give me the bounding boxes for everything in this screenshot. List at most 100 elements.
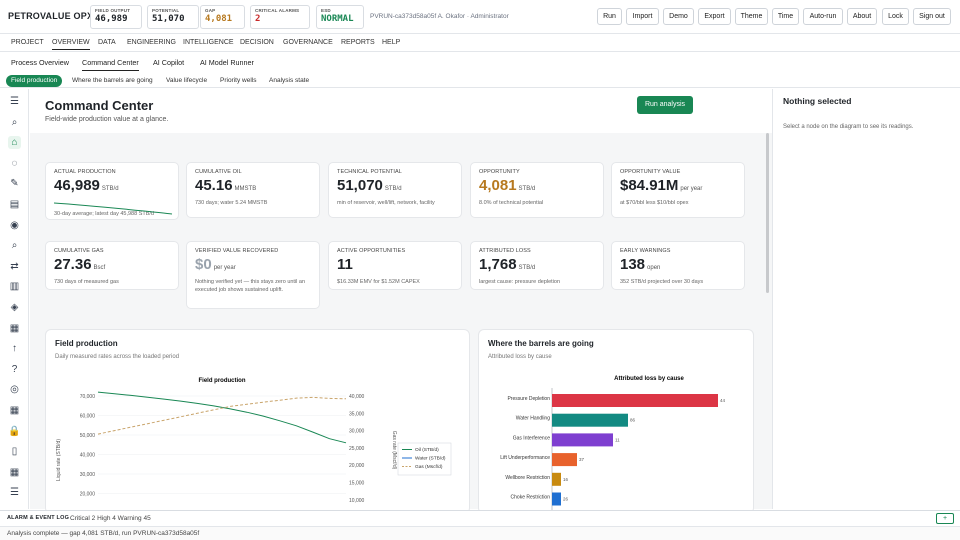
legend-label: Gas (Mscf/d): [415, 464, 443, 470]
card-label: ACTUAL PRODUCTION: [54, 169, 116, 175]
bar-lift-underperformance: [552, 453, 577, 467]
tab-command-center[interactable]: Command Center: [82, 58, 139, 71]
card-unit: open: [647, 265, 661, 271]
card-verified-value-recovered[interactable]: VERIFIED VALUE RECOVERED $0 per year Nothin…: [186, 241, 320, 309]
card-value: 138 open: [620, 256, 661, 273]
y-axis-label: Liquid rate (STB/d): [56, 439, 62, 481]
tab-ai-copilot[interactable]: AI Copilot: [153, 58, 185, 67]
card-value: 27.36 Bscf: [54, 256, 106, 273]
kpi-critical-alarms: CRITICAL ALARMS 2: [250, 5, 310, 29]
card-value: 11: [337, 256, 353, 273]
time-button[interactable]: Time: [772, 8, 799, 25]
export-button[interactable]: Export: [698, 8, 731, 25]
card-actual-production[interactable]: ACTUAL PRODUCTION 46,989 STB/d 30-day avera…: [45, 162, 179, 220]
nav-engineering[interactable]: ENGINEERING: [127, 39, 177, 46]
theme-button[interactable]: Theme: [735, 8, 768, 25]
card-unit: STB/d: [384, 186, 402, 192]
sign-out-button[interactable]: Sign out: [913, 8, 951, 25]
card-cumulative-oil[interactable]: CUMULATIVE OIL 45.16 MMSTB 730 days; water …: [186, 162, 320, 218]
demo-button[interactable]: Demo: [663, 8, 694, 25]
nav-overview[interactable]: OVERVIEW: [52, 39, 90, 50]
scrollbar[interactable]: [766, 133, 769, 293]
arrow-up-icon[interactable]: ↑: [12, 343, 17, 355]
document-icon[interactable]: ▤: [9, 199, 20, 210]
page-title: Command Center: [45, 98, 154, 113]
run-button[interactable]: Run: [597, 8, 622, 25]
import-button[interactable]: Import: [626, 8, 659, 25]
card-value: 51,070 STB/d: [337, 177, 402, 194]
card-label: VERIFIED VALUE RECOVERED: [195, 248, 279, 254]
help-icon[interactable]: ?: [11, 363, 18, 375]
app-brand: PETROVALUE OPX: [8, 11, 94, 21]
grid-icon[interactable]: ▦: [9, 466, 20, 478]
notes-icon[interactable]: ▥: [9, 281, 20, 293]
card-opportunity[interactable]: OPPORTUNITY 4,081 STB/d 8.0% of technical p…: [470, 162, 604, 218]
nav-governance[interactable]: GOVERNANCE: [283, 39, 333, 46]
home-icon[interactable]: ⌂: [8, 136, 21, 150]
view-analysis-state[interactable]: Analysis state: [269, 77, 310, 84]
nav-intelligence[interactable]: INTELLIGENCE: [183, 39, 234, 46]
alarm-log-bar[interactable]: ALARM & EVENT LOG Critical 2 High 4 Warn…: [0, 510, 960, 525]
expand-alarm-button[interactable]: +: [936, 513, 954, 524]
card-opportunity-value[interactable]: OPPORTUNITY VALUE $84.91M per year at $70/b…: [611, 162, 745, 218]
menu-icon[interactable]: ☰: [10, 96, 19, 107]
y-tick-label: 40,000: [80, 453, 96, 459]
list-icon[interactable]: ☰: [10, 487, 19, 499]
view-value-lifecycle[interactable]: Value lifecycle: [166, 77, 208, 84]
series-line-oil: [97, 391, 347, 444]
top-bar: PETROVALUE OPX FIELD OUTPUT 46,989 POTENT…: [0, 0, 960, 34]
target-icon[interactable]: ◎: [10, 384, 19, 396]
card-subtext: 730 days of measured gas: [54, 279, 119, 285]
y-tick-label: 20,000: [80, 492, 96, 498]
table-icon[interactable]: ▦: [9, 405, 20, 416]
search-alt-icon[interactable]: ⌕: [11, 240, 18, 252]
layers-icon[interactable]: ◈: [10, 302, 19, 313]
nav-data[interactable]: DATA: [98, 39, 116, 46]
view-nav: Field production Where the barrels are g…: [0, 71, 960, 88]
data-label: 86: [630, 418, 636, 423]
nav-help[interactable]: HELP: [382, 39, 401, 46]
tab-ai-model-runner[interactable]: AI Model Runner: [200, 58, 254, 67]
data-label: 26: [563, 497, 569, 502]
view-priority-wells[interactable]: Priority wells: [220, 77, 257, 84]
card-technical-potential[interactable]: TECHNICAL POTENTIAL 51,070 STB/d min of res…: [328, 162, 462, 218]
tools-icon[interactable]: ✎: [10, 178, 19, 190]
about-button[interactable]: About: [847, 8, 877, 25]
lock-icon[interactable]: 🔒: [8, 425, 21, 437]
auto-run-button[interactable]: Auto-run: [803, 8, 843, 25]
run-analysis-button[interactable]: Run analysis: [637, 96, 693, 114]
kpi-gap: GAP 4,081: [200, 5, 245, 29]
view-barrels[interactable]: Where the barrels are going: [72, 77, 153, 84]
tab-process-overview[interactable]: Process Overview: [11, 58, 69, 67]
field-production-chart: Field production 70,000 60,000 50,000 40,000…: [56, 378, 452, 515]
card-early-warnings[interactable]: EARLY WARNINGS 138 open 352 STB/d projected…: [611, 241, 745, 290]
card-active-opportunities[interactable]: ACTIVE OPPORTUNITIES 11 $16.33M EMV for $1…: [328, 241, 462, 290]
card-cumulative-gas[interactable]: CUMULATIVE GAS 27.36 Bscf 730 days of measu…: [45, 241, 179, 290]
run-info: PVRUN-ca373d58a05f A. Okafor · Administr…: [370, 13, 509, 20]
bar-gas-interference: [552, 433, 613, 447]
chat-icon[interactable]: ◌: [11, 157, 18, 169]
category-label: Choke Restriction: [511, 495, 551, 501]
lock-button[interactable]: Lock: [882, 8, 909, 25]
y-tick-label: 70,000: [80, 394, 96, 400]
card-label: CUMULATIVE OIL: [195, 169, 242, 175]
nav-decision[interactable]: DECISION: [240, 39, 274, 46]
legend-label: Oil (STB/d): [415, 447, 439, 453]
card-attributed-loss[interactable]: ATTRIBUTED LOSS 1,768 STB/d largest cause: …: [470, 241, 604, 290]
card-label: OPPORTUNITY: [479, 169, 520, 175]
category-label: Lift Underperformance: [500, 455, 550, 461]
loss-panel: Where the barrels are going Attributed l…: [478, 329, 754, 514]
search-icon[interactable]: ⌕: [11, 116, 18, 128]
y2-tick-label: 15,000: [349, 481, 365, 487]
data-label: 44: [720, 398, 726, 403]
nav-reports[interactable]: REPORTS: [341, 39, 375, 46]
card-unit: per year: [213, 265, 236, 271]
page-subtitle: Field-wide production value at a glance.: [45, 116, 169, 123]
phone-icon[interactable]: ▯: [11, 446, 18, 458]
transfer-icon[interactable]: ⇄: [10, 260, 19, 272]
view-field-production[interactable]: Field production: [6, 75, 63, 87]
data-label: 16: [563, 477, 569, 482]
nav-project[interactable]: PROJECT: [11, 39, 44, 46]
eye-icon[interactable]: ◉: [10, 219, 19, 231]
chart-icon[interactable]: ▦: [9, 322, 20, 334]
